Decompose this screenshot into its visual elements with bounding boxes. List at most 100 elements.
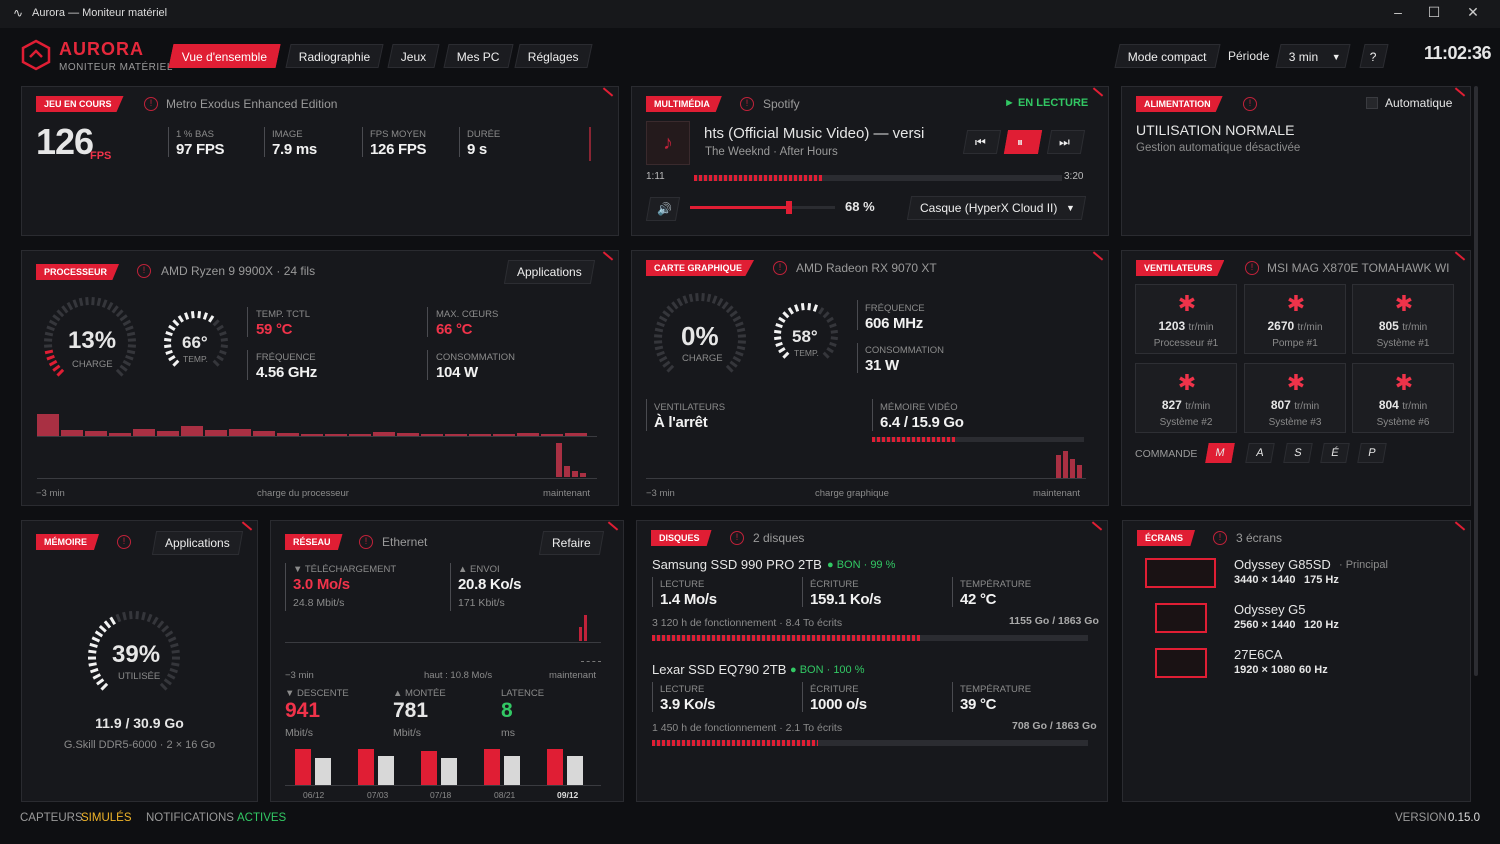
cpu-load-label: CHARGE <box>72 359 113 370</box>
brand-subtitle: MONITEUR MATÉRIEL <box>59 62 173 73</box>
info-icon[interactable]: ! <box>359 535 373 549</box>
fan-card[interactable]: ✱ 1203 tr/min Processeur #1 <box>1135 284 1237 354</box>
tab-games[interactable]: Jeux <box>387 44 440 68</box>
fan-icon: ✱ <box>1394 370 1414 395</box>
gpu-load-label: CHARGE <box>682 353 723 364</box>
fan-card[interactable]: ✱ 805 tr/min Système #1 <box>1352 284 1454 354</box>
scrollbar[interactable] <box>1474 86 1478 676</box>
tab-overview[interactable]: Vue d'ensemble <box>168 44 281 68</box>
chevron-down-icon: ▼ <box>1066 203 1075 213</box>
gauge-segment <box>688 293 694 303</box>
gauge-segment <box>794 304 800 312</box>
fan-card[interactable]: ✱ 804 tr/min Système #6 <box>1352 363 1454 433</box>
info-icon[interactable]: ! <box>740 97 754 111</box>
tab-my-pcs[interactable]: Mes PC <box>443 44 514 68</box>
gauge-segment <box>830 329 838 334</box>
fan-card[interactable]: ✱ 807 tr/min Système #3 <box>1244 363 1346 433</box>
stat-label: FPS MOYEN <box>370 129 426 140</box>
memory-used: 11.9 / 30.9 Go <box>95 715 184 731</box>
gauge-segment <box>170 642 179 648</box>
gauge-segment <box>654 345 664 351</box>
axis-right-label: maintenant <box>543 488 591 499</box>
upload-bar <box>504 756 520 785</box>
screen-thumbnail[interactable] <box>1155 648 1207 678</box>
disk-health: ● BON · 100 % <box>790 664 865 676</box>
next-track-button[interactable]: ⏭ <box>1046 130 1086 154</box>
gauge-segment <box>171 649 180 654</box>
info-icon[interactable]: ! <box>144 97 158 111</box>
maximize-icon[interactable]: ☐ <box>1427 4 1441 20</box>
gauge-segment <box>44 349 54 355</box>
chart-bar <box>556 443 562 477</box>
cpu-name: AMD Ryzen 9 9900X · 24 fils <box>161 264 316 278</box>
screen-tag: · Principal <box>1339 559 1388 571</box>
gauge-segment <box>184 312 190 320</box>
info-icon[interactable]: ! <box>1213 531 1227 545</box>
temp-label: TEMPÉRATURE <box>960 684 1032 695</box>
gauge-segment <box>96 678 105 686</box>
chart-bar <box>133 429 155 436</box>
gpu-temp-value: 58° <box>792 327 818 346</box>
info-icon[interactable]: ! <box>730 531 744 545</box>
compact-mode-button[interactable]: Mode compact <box>1114 44 1221 68</box>
fan-card[interactable]: ✱ 827 tr/min Système #2 <box>1135 363 1237 433</box>
gauge-segment <box>778 347 786 354</box>
gauge-segment <box>695 293 699 302</box>
gauge-segment <box>172 319 180 327</box>
gauge-segment <box>725 364 734 373</box>
cpu-applications-button[interactable]: Applications <box>503 260 595 284</box>
close-icon[interactable]: ✕ <box>1467 4 1479 20</box>
chart-bar <box>157 431 179 436</box>
upload-bar <box>378 756 394 785</box>
gauge-segment <box>98 625 107 633</box>
gauge-segment <box>654 327 664 333</box>
gauge-segment <box>61 305 69 314</box>
gauge-segment <box>66 301 74 311</box>
info-icon[interactable]: ! <box>117 535 131 549</box>
fan-mode-e-button[interactable]: É <box>1320 443 1350 463</box>
gauge-segment <box>732 315 742 323</box>
screens-panel: ÉCRANS ! 3 écrans Odyssey G85SD · Princi… <box>1122 520 1471 802</box>
info-icon[interactable]: ! <box>137 264 151 278</box>
memory-applications-button[interactable]: Applications <box>151 531 243 555</box>
tab-settings[interactable]: Réglages <box>514 44 593 68</box>
redo-button[interactable]: Refaire <box>538 531 604 555</box>
help-button[interactable]: ? <box>1359 44 1389 68</box>
fan-mode-m-button[interactable]: M <box>1205 443 1235 463</box>
audio-output-select[interactable]: Casque (HyperX Cloud II) ▼ <box>906 196 1087 220</box>
pause-button[interactable]: ⏸ <box>1003 130 1043 154</box>
fan-mode-s-button[interactable]: S <box>1283 443 1313 463</box>
playing-status: ► EN LECTURE <box>1004 97 1089 109</box>
axis-mid-label: charge du processeur <box>257 488 349 499</box>
tab-radiography[interactable]: Radiographie <box>285 44 384 68</box>
screen-thumbnail[interactable] <box>1145 558 1216 588</box>
fan-card[interactable]: ✱ 2670 tr/min Pompe #1 <box>1244 284 1346 354</box>
cpu-recent-chart <box>556 441 596 477</box>
notifications-label: NOTIFICATIONS <box>146 812 234 824</box>
minimize-icon[interactable]: – <box>1394 4 1402 20</box>
fan-mode-p-button[interactable]: P <box>1357 443 1387 463</box>
chart-bar <box>517 433 539 436</box>
upload-value: 20.8 Ko/s <box>458 576 522 593</box>
auto-checkbox[interactable] <box>1366 97 1378 109</box>
disk-bar <box>652 740 1088 746</box>
previous-track-button[interactable]: ⏮ <box>962 130 1002 154</box>
album-art-icon: ♪ <box>646 121 690 165</box>
gauge-segment <box>654 340 663 344</box>
upload-bar <box>441 758 457 785</box>
info-icon[interactable]: ! <box>773 261 787 275</box>
info-icon[interactable]: ! <box>1243 97 1257 111</box>
gauge-segment <box>732 355 742 363</box>
screen-thumbnail[interactable] <box>1155 603 1207 633</box>
disk-temp: 42 °C <box>960 591 997 608</box>
info-icon[interactable]: ! <box>1245 261 1259 275</box>
seek-bar[interactable] <box>694 175 1062 181</box>
volume-icon[interactable]: 🔊 <box>645 197 681 221</box>
fan-mode-a-button[interactable]: A <box>1245 443 1275 463</box>
stat-label: FRÉQUENCE <box>256 352 316 363</box>
gauge-segment <box>44 331 54 337</box>
gauge-segment <box>197 311 202 319</box>
volume-handle[interactable] <box>785 201 792 214</box>
gauge-segment <box>829 323 837 329</box>
period-select[interactable]: 3 min ▼ <box>1275 44 1351 68</box>
